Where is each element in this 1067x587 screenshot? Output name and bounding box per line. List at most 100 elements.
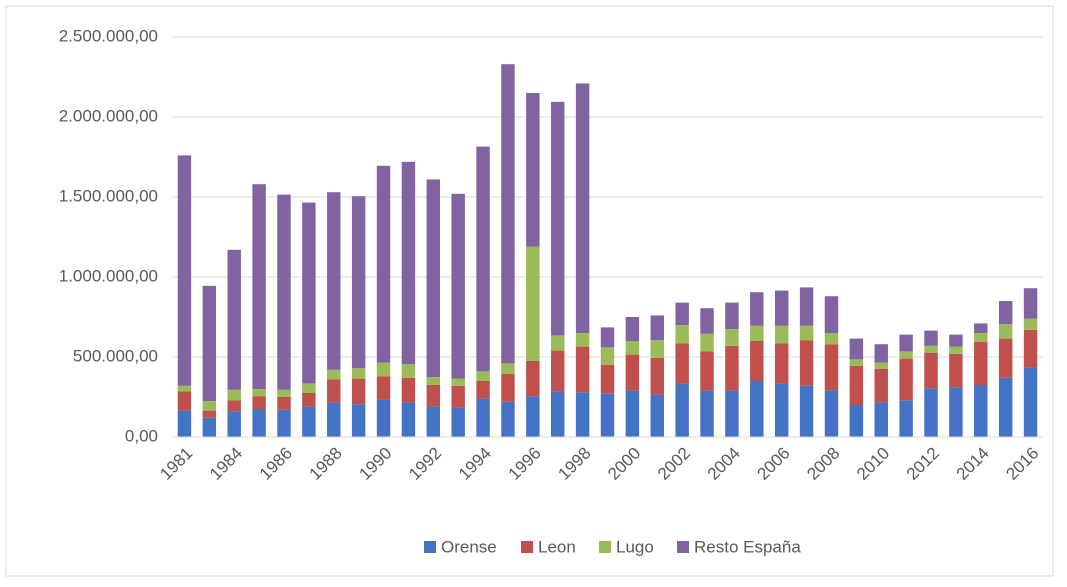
bar-segment [575,83,590,334]
bar-segment [625,341,640,355]
legend-label: Leon [538,537,576,556]
bar-segment [849,365,864,405]
bar-segment [376,399,391,437]
bar-segment [177,155,192,386]
bar-segment [252,389,266,397]
bar-segment [302,406,316,437]
bar-segment [675,325,689,344]
bar-segment [998,324,1013,339]
bar-segment [700,390,714,437]
bar-segment [476,146,490,372]
bar-segment [625,390,640,437]
bar-segment [600,393,615,437]
bar-segment [526,361,540,397]
bar-segment [376,362,391,377]
bar-segment [451,385,465,408]
bar-segment [1023,329,1038,368]
bar-segment [949,353,963,388]
bar-segment [675,302,689,325]
bar-segment [700,351,714,391]
bar-segment [526,93,540,247]
bar-segment [650,394,664,437]
bar-segment [327,402,341,437]
bar-segment [351,378,366,405]
bar-segment [675,343,689,384]
bar-segment [998,377,1013,437]
legend-swatch [677,541,689,553]
bar-segment [625,317,640,341]
y-tick-label: 500.000,00 [73,346,158,365]
bar-segment [302,202,316,384]
bar-segment [750,341,764,381]
bar-segment [725,329,739,346]
bar-segment [252,184,266,389]
legend-label: Orense [441,537,497,556]
bar-segment [725,345,739,391]
bar-segment [202,285,217,401]
bar-segment [924,388,938,437]
bar-segment [501,401,515,437]
bar-segment [526,246,540,361]
bar-segment [949,334,963,347]
bar-segment [750,325,764,341]
bar-segment [874,369,888,403]
bar-segment [600,347,615,365]
bar-segment [998,301,1013,325]
bar-segment [998,338,1013,378]
bar-segment [451,193,465,379]
y-tick-label: 2.000.000,00 [59,106,158,125]
bar-segment [600,365,615,394]
bar-segment [426,179,441,377]
bar-segment [899,358,913,401]
bar-segment [625,354,640,391]
bar-segment [202,401,217,411]
bar-segment [1023,367,1038,437]
bar-segment [650,357,664,395]
bar-segment [351,404,366,437]
bar-segment [302,383,316,393]
bar-segment [974,333,988,342]
bar-segment [700,308,714,334]
bar-segment [401,161,416,365]
bar-segment [725,390,739,437]
bar-segment [874,362,888,369]
bar-segment [849,359,864,366]
bar-segment [426,406,441,437]
y-tick-label: 1.500.000,00 [59,186,158,205]
bar-segment [426,385,441,407]
bar-segment [924,345,938,353]
bar-segment [1023,318,1038,330]
bar-segment [401,364,416,378]
bar-segment [451,407,465,437]
bar-segment [650,315,664,341]
bar-segment [551,335,565,351]
bar-segment [799,385,814,437]
bar-segment [1023,288,1038,319]
bar-segment [227,389,241,401]
bar-segment [974,385,988,437]
bar-segment [376,376,391,400]
bar-segment [177,410,192,437]
bar-segment [774,343,789,384]
bar-segment [974,323,988,333]
bar-segment [376,165,391,363]
bar-segment [600,327,615,348]
bar-segment [401,402,416,437]
legend-label: Lugo [616,537,654,556]
bar-segment [774,325,789,344]
bar-segment [899,400,913,437]
bar-segment [949,346,963,354]
bar-segment [725,302,739,329]
bar-segment [277,397,291,410]
bar-segment [924,353,938,389]
bar-segment [824,344,839,391]
bar-segment [351,368,366,379]
bar-segment [799,325,814,341]
bar-segment [202,410,217,418]
bar-segment [700,333,714,352]
bar-segment [277,389,291,397]
bar-segment [849,338,864,360]
bar-segment [277,194,291,390]
legend-swatch [424,541,436,553]
